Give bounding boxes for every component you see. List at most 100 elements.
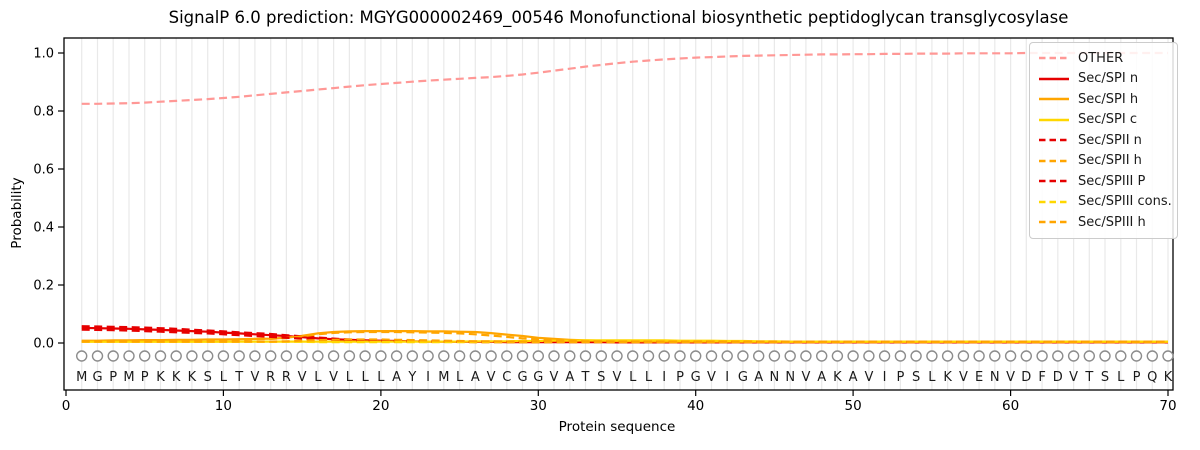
residue-marker: [296, 350, 308, 362]
residue-marker: [186, 350, 198, 362]
residue-letter: K: [188, 370, 197, 385]
legend-line-sample: [1039, 159, 1069, 163]
legend-line-sample: [1039, 97, 1069, 101]
residue-letter: S: [204, 370, 212, 385]
residue-marker: [359, 350, 371, 362]
residue-letter: K: [1164, 370, 1173, 385]
residue-letter: P: [1133, 370, 1141, 385]
residue-marker: [705, 350, 718, 362]
residue-letter: V: [707, 370, 716, 385]
residue-letter: P: [676, 370, 684, 385]
residue-letter: A: [817, 370, 826, 385]
residue-letter: E: [975, 370, 983, 385]
residue-letter: V: [329, 370, 338, 385]
residue-marker: [469, 350, 481, 362]
legend-item-other: OTHER: [1039, 48, 1177, 69]
residue-letter: S: [912, 370, 920, 385]
residue-marker: [123, 350, 135, 362]
residue-letter: A: [754, 370, 763, 385]
x-tick-label: 0: [62, 398, 71, 414]
residue-marker: [753, 350, 765, 362]
residue-letter: I: [662, 370, 666, 385]
residue-marker: [957, 350, 970, 362]
residue-letter: T: [1084, 370, 1093, 385]
residue-marker: [894, 350, 907, 362]
residue-letter: A: [392, 370, 401, 385]
residue-letter: V: [801, 370, 810, 385]
residue-marker: [1067, 350, 1080, 362]
x-tick-label: 20: [372, 398, 389, 414]
residue-marker: [1052, 350, 1064, 362]
residue-marker: [1115, 350, 1127, 362]
residue-marker: [878, 350, 891, 362]
residue-marker: [107, 350, 119, 362]
residue-marker: [532, 350, 544, 362]
y-tick-label: 0.8: [33, 105, 54, 120]
legend-line-sample: [1039, 118, 1069, 122]
residue-marker: [154, 350, 167, 362]
residue-marker: [91, 350, 104, 362]
residue-letter: N: [785, 370, 795, 385]
y-tick-label: 0.6: [33, 163, 54, 178]
residue-letter: A: [471, 370, 480, 385]
residue-letter: N: [770, 370, 780, 385]
residue-marker: [327, 350, 340, 362]
residue-marker: [390, 350, 403, 362]
y-tick-label: 0.0: [33, 337, 54, 352]
residue-letter: I: [725, 370, 729, 385]
x-tick-label: 10: [215, 398, 232, 414]
legend-item-label: Sec/SPIII cons.: [1078, 194, 1172, 210]
residue-letter: V: [487, 370, 496, 385]
legend-item-sec-spi-n: Sec/SPI n: [1039, 69, 1177, 90]
residue-marker: [800, 350, 812, 362]
residue-marker: [485, 350, 497, 362]
legend: OTHER Sec/SPI n Sec/SPI h Sec/SPI c Sec/SPII…: [1029, 42, 1178, 239]
residue-marker: [816, 350, 828, 362]
residue-letter: M: [438, 370, 449, 385]
residue-marker: [989, 350, 1001, 362]
chart-title: SignalP 6.0 prediction: MGYG000002469_00…: [168, 8, 1069, 27]
legend-item-label: Sec/SPIII P: [1078, 173, 1146, 189]
residue-letter: R: [266, 370, 275, 385]
residue-marker: [312, 350, 324, 362]
residue-marker: [375, 350, 387, 362]
residue-letter: S: [597, 370, 605, 385]
residue-marker: [1036, 350, 1048, 362]
residue-letter: I: [883, 370, 887, 385]
legend-item-sec-spii-h: Sec/SPII h: [1039, 151, 1177, 172]
residue-marker: [579, 350, 592, 362]
residue-letter: D: [1021, 370, 1031, 385]
residue-marker: [627, 350, 639, 362]
residue-letter: G: [533, 370, 543, 385]
legend-item-sec-spiii-h: Sec/SPIII h: [1039, 212, 1177, 233]
residue-letter: K: [833, 370, 842, 385]
residue-letter: A: [849, 370, 858, 385]
residue-letter: V: [550, 370, 559, 385]
residue-letter: D: [1053, 370, 1063, 385]
residue-marker: [1004, 350, 1017, 362]
residue-letter: V: [959, 370, 968, 385]
residue-marker: [737, 350, 749, 362]
legend-line-sample: [1039, 138, 1069, 142]
residue-letter: V: [613, 370, 622, 385]
residue-marker: [674, 350, 686, 362]
residue-marker: [658, 350, 670, 362]
residue-marker: [1099, 350, 1111, 362]
residue-marker: [926, 350, 938, 362]
residue-marker: [516, 350, 529, 362]
residue-marker: [831, 350, 844, 362]
residue-marker: [910, 350, 922, 362]
series-line-other: [81, 51, 1168, 105]
residue-marker: [847, 350, 859, 362]
legend-item-label: Sec/SPII n: [1078, 132, 1142, 148]
residue-letter: S: [1101, 370, 1109, 385]
residue-letter: K: [943, 370, 952, 385]
residue-marker: [863, 350, 875, 362]
residue-letter: Q: [1147, 370, 1157, 385]
residue-marker: [138, 350, 151, 362]
residue-marker: [280, 350, 293, 362]
residue-letter: M: [123, 370, 134, 385]
residue-marker: [1146, 350, 1159, 362]
residue-marker: [768, 350, 781, 362]
